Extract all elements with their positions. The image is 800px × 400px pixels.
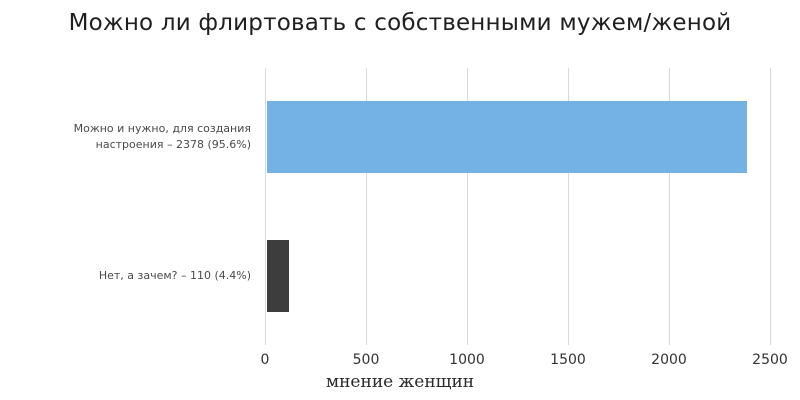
x-tick-label: 1500	[550, 352, 586, 368]
bar	[267, 101, 748, 174]
gridline	[265, 68, 266, 345]
category-label: Нет, а зачем? – 110 (4.4%)	[98, 268, 251, 282]
gridline	[366, 68, 367, 345]
x-axis-label: мнение женщин	[325, 372, 475, 392]
x-tick-label: 500	[352, 352, 380, 368]
bar	[267, 239, 290, 312]
x-tick-label: 1000	[449, 352, 485, 368]
category-label: Можно и нужно, для создания настроения –…	[73, 121, 251, 152]
x-tick-label: 2500	[752, 352, 788, 368]
chart-title: Можно ли флиртовать с собственными мужем…	[68, 10, 732, 36]
gridline	[568, 68, 569, 345]
gridline	[467, 68, 468, 345]
bar-chart: 0 500 1000 1500 2000 2500 Можно и нужно, для с…	[0, 60, 800, 400]
gridline	[770, 68, 771, 345]
gridline	[669, 68, 670, 345]
x-tick-label: 0	[260, 352, 270, 368]
x-tick-label: 2000	[651, 352, 687, 368]
